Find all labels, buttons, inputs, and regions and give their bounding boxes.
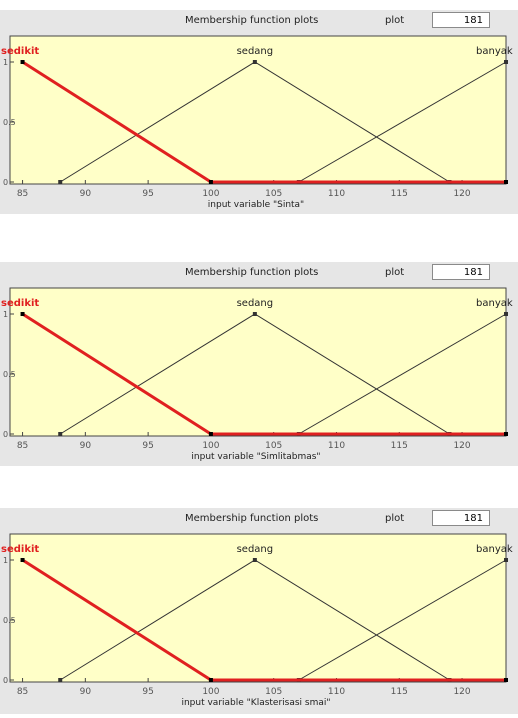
x-tick-label: 100: [202, 189, 219, 199]
mf-vertex[interactable]: [20, 60, 25, 64]
mf-vertex[interactable]: [504, 180, 508, 184]
mf-vertex[interactable]: [504, 678, 508, 682]
mf-panel-simlitabmas: Membership function plots plot 181 0 0.5 1…: [0, 262, 518, 466]
x-axis-label: input variable "Simlitabmas": [191, 452, 320, 462]
mf-vertex[interactable]: [504, 60, 508, 64]
plot-label: plot: [385, 15, 405, 26]
mf-vertex[interactable]: [252, 312, 257, 316]
panel-title: Membership function plots: [185, 267, 319, 278]
mf-vertex[interactable]: [504, 312, 508, 316]
mf-plot-svg[interactable]: 0 0.5 1 85 90 95 100 105 110 115 120 input variable…: [0, 530, 518, 714]
x-tick-label: 90: [80, 687, 92, 697]
mf-label-banyak[interactable]: banyak: [476, 46, 513, 57]
plot-area: 0 0.5 1 85 90 95 100 105 110 115 120 input variable…: [0, 284, 518, 470]
mf-line-banyak[interactable]: [298, 559, 507, 681]
x-tick-label: 115: [391, 687, 408, 697]
panel-title: Membership function plots: [185, 513, 319, 524]
mf-label-sedikit[interactable]: sedikit: [1, 46, 39, 57]
plot-points-input[interactable]: 181: [432, 510, 490, 526]
panel-header: Membership function plots plot 181: [0, 508, 518, 530]
mf-plot-svg[interactable]: 0 0.5 1 85 90 95 100 105 110 115 120 input variable…: [0, 32, 518, 214]
plot-area: 0 0.5 1 85 90 95 100 105 110 115 120 input variable…: [0, 32, 518, 218]
x-tick-label: 90: [80, 441, 92, 451]
y-tick-label: 0: [3, 676, 8, 685]
x-tick-label: 100: [202, 687, 219, 697]
x-tick-label: 110: [328, 687, 345, 697]
x-tick-label: 95: [142, 441, 153, 451]
mf-vertex[interactable]: [252, 60, 257, 64]
mf-vertex[interactable]: [208, 180, 213, 184]
y-tick-label: 0.5: [3, 616, 16, 625]
y-tick-label: 0.5: [3, 118, 16, 127]
mf-line-banyak[interactable]: [298, 61, 507, 183]
plot-points-input[interactable]: 181: [432, 12, 490, 28]
x-tick-label: 105: [265, 189, 282, 199]
x-tick-label: 105: [265, 687, 282, 697]
x-tick-label: 95: [142, 189, 153, 199]
y-tick-label: 1: [3, 310, 8, 319]
plot-area: 0 0.5 1 85 90 95 100 105 110 115 120 input variable…: [0, 530, 518, 718]
mf-vertex[interactable]: [58, 678, 63, 682]
mf-label-banyak[interactable]: banyak: [476, 544, 513, 555]
x-tick-label: 110: [328, 441, 345, 451]
x-tick-label: 85: [17, 189, 28, 199]
mf-label-banyak[interactable]: banyak: [476, 298, 513, 309]
x-axis-label: input variable "Klasterisasi smai": [181, 698, 330, 708]
x-tick-label: 85: [17, 687, 28, 697]
panel-header: Membership function plots plot 181: [0, 262, 518, 284]
plot-points-input[interactable]: 181: [432, 264, 490, 280]
mf-plot-svg[interactable]: 0 0.5 1 85 90 95 100 105 110 115 120 input variable…: [0, 284, 518, 466]
x-tick-label: 110: [328, 189, 345, 199]
plot-label: plot: [385, 267, 405, 278]
mf-vertex[interactable]: [504, 558, 508, 562]
x-tick-label: 115: [391, 441, 408, 451]
mf-panel-klasterisasi: Membership function plots plot 181 0 0.5 1…: [0, 508, 518, 714]
mf-label-sedang[interactable]: sedang: [237, 298, 274, 309]
panel-title: Membership function plots: [185, 15, 319, 26]
y-tick-label: 1: [3, 58, 8, 67]
mf-vertex[interactable]: [504, 432, 508, 436]
x-tick-label: 105: [265, 441, 282, 451]
y-tick-label: 0: [3, 430, 8, 439]
x-tick-label: 120: [453, 441, 470, 451]
mf-label-sedang[interactable]: sedang: [237, 544, 274, 555]
x-tick-label: 90: [80, 189, 92, 199]
mf-label-sedikit[interactable]: sedikit: [1, 544, 39, 555]
axes-box: [9, 287, 507, 437]
x-tick-label: 95: [142, 687, 153, 697]
mf-vertex[interactable]: [58, 432, 63, 436]
mf-vertex[interactable]: [252, 558, 257, 562]
mf-line-banyak[interactable]: [298, 313, 507, 435]
axes-box: [9, 35, 507, 185]
x-tick-label: 115: [391, 189, 408, 199]
mf-panel-sinta: Membership function plots plot 181 0 0.5 1…: [0, 10, 518, 214]
mf-vertex[interactable]: [58, 180, 63, 184]
y-tick-label: 0: [3, 178, 8, 187]
mf-label-sedikit[interactable]: sedikit: [1, 298, 39, 309]
y-tick-label: 0.5: [3, 370, 16, 379]
x-tick-label: 120: [453, 687, 470, 697]
y-tick-label: 1: [3, 556, 8, 565]
mf-vertex[interactable]: [208, 432, 213, 436]
plot-label: plot: [385, 513, 405, 524]
mf-vertex[interactable]: [208, 678, 213, 682]
mf-vertex[interactable]: [20, 312, 25, 316]
x-tick-label: 100: [202, 441, 219, 451]
panel-header: Membership function plots plot 181: [0, 10, 518, 32]
x-tick-label: 120: [453, 189, 470, 199]
mf-vertex[interactable]: [20, 558, 25, 562]
x-axis-label: input variable "Sinta": [208, 200, 304, 210]
axes-box: [9, 533, 507, 683]
x-tick-label: 85: [17, 441, 28, 451]
mf-label-sedang[interactable]: sedang: [237, 46, 274, 57]
